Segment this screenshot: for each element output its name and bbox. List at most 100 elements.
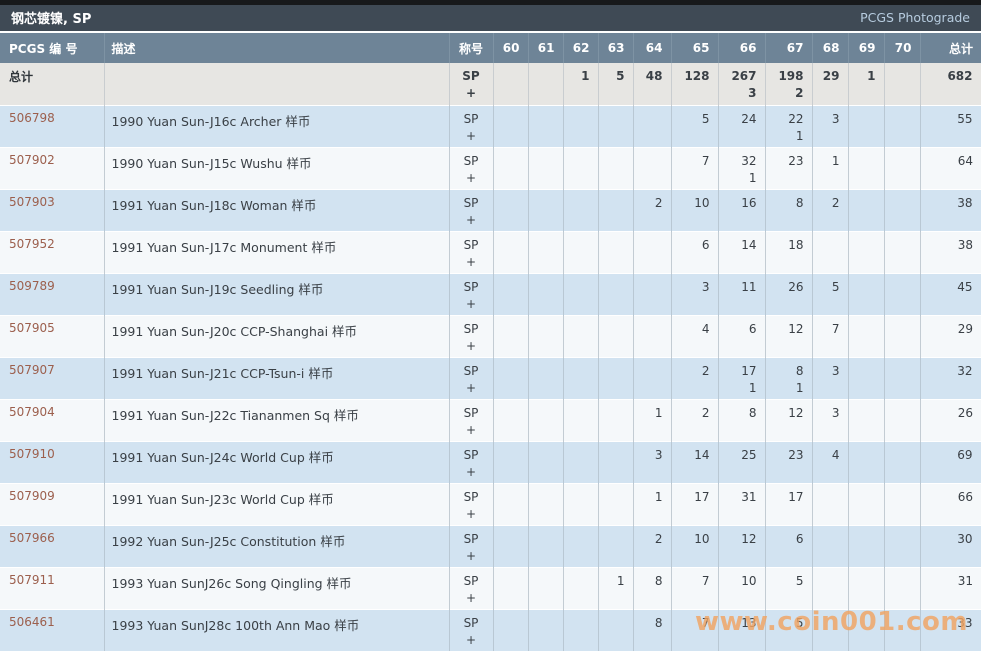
grade-cell-67: 22 1 bbox=[765, 104, 813, 147]
grade-cell-70 bbox=[884, 314, 921, 357]
grade-cell-61 bbox=[528, 146, 564, 189]
grade-cell-66: 14 bbox=[718, 230, 766, 273]
grade-cell-70 bbox=[884, 482, 921, 525]
grade-cell-62 bbox=[563, 524, 599, 567]
coin-description-cell: 1991 Yuan Sun-J19c Seedling 样币 bbox=[104, 272, 450, 315]
pcgs-photograde-link[interactable]: PCGS Photograde bbox=[860, 9, 970, 25]
grade-cell-68: 5 bbox=[812, 272, 849, 315]
grade-cell-61 bbox=[528, 188, 564, 231]
designation-cell: SP + bbox=[449, 524, 494, 567]
grade-cell-63 bbox=[598, 272, 634, 315]
row-total-cell: 64 bbox=[920, 146, 981, 189]
grade-cell-62: 1 bbox=[563, 63, 599, 105]
pcgs-number-cell: 507907 bbox=[0, 356, 105, 399]
grade-cell-69 bbox=[848, 146, 885, 189]
grade-cell-67: 6 bbox=[765, 524, 813, 567]
table-row: 507911 1993 Yuan SunJ26c Song Qingling 样币… bbox=[0, 566, 981, 609]
pcgs-number-link[interactable]: 507952 bbox=[9, 236, 55, 251]
grade-cell-61 bbox=[528, 314, 564, 357]
grade-cell-65: 14 bbox=[671, 440, 719, 483]
grade-cell-70 bbox=[884, 188, 921, 231]
col-header-grade-67: 67 bbox=[765, 33, 813, 63]
col-header-grade-60: 60 bbox=[493, 33, 529, 63]
row-total-cell: 45 bbox=[920, 272, 981, 315]
pcgs-number-link[interactable]: 506798 bbox=[9, 110, 55, 125]
totals-label-cell: 总计 bbox=[0, 63, 105, 105]
row-total-cell: 26 bbox=[920, 398, 981, 441]
grade-cell-62 bbox=[563, 440, 599, 483]
grade-cell-68 bbox=[812, 482, 849, 525]
page-title: 钢芯镀镍, SP bbox=[11, 11, 92, 27]
grade-cell-68: 3 bbox=[812, 398, 849, 441]
grade-cell-69 bbox=[848, 566, 885, 609]
grade-cell-70 bbox=[884, 104, 921, 147]
grade-cell-69: 1 bbox=[848, 63, 885, 105]
pcgs-number-link[interactable]: 509789 bbox=[9, 278, 55, 293]
grade-cell-64 bbox=[633, 230, 672, 273]
table-header-row: PCGS 编 号 描述 称号 60 61 62 63 64 65 66 67 6… bbox=[0, 33, 981, 63]
designation-cell: SP + bbox=[449, 314, 494, 357]
pcgs-number-cell: 507903 bbox=[0, 188, 105, 231]
col-header-grade-66: 66 bbox=[718, 33, 766, 63]
grade-cell-60 bbox=[493, 398, 529, 441]
grade-cell-69 bbox=[848, 356, 885, 399]
grade-cell-68: 7 bbox=[812, 314, 849, 357]
coin-description-cell: 1991 Yuan Sun-J21c CCP-Tsun-i 样币 bbox=[104, 356, 450, 399]
row-total-cell: 38 bbox=[920, 188, 981, 231]
grade-cell-66: 24 bbox=[718, 104, 766, 147]
pcgs-number-link[interactable]: 507911 bbox=[9, 572, 55, 587]
row-total-cell: 30 bbox=[920, 524, 981, 567]
grade-cell-68: 3 bbox=[812, 356, 849, 399]
designation-cell: SP + bbox=[449, 398, 494, 441]
col-header-grade-65: 65 bbox=[671, 33, 719, 63]
table-row: 507902 1990 Yuan Sun-J15c Wushu 样币 SP + 7 32 1… bbox=[0, 146, 981, 189]
pcgs-number-link[interactable]: 507902 bbox=[9, 152, 55, 167]
grade-cell-63 bbox=[598, 356, 634, 399]
grade-cell-68: 2 bbox=[812, 188, 849, 231]
grade-cell-70 bbox=[884, 608, 921, 651]
grade-cell-66: 13 bbox=[718, 608, 766, 651]
grade-cell-61 bbox=[528, 398, 564, 441]
designation-cell: SP + bbox=[449, 188, 494, 231]
table-row: 507903 1991 Yuan Sun-J18c Woman 样币 SP +2 10 1… bbox=[0, 188, 981, 231]
pcgs-number-link[interactable]: 507910 bbox=[9, 446, 55, 461]
pcgs-number-link[interactable]: 507905 bbox=[9, 320, 55, 335]
grade-cell-70 bbox=[884, 272, 921, 315]
grade-cell-64 bbox=[633, 272, 672, 315]
grade-cell-65: 4 bbox=[671, 314, 719, 357]
grade-cell-65: 7 bbox=[671, 566, 719, 609]
grade-cell-64: 1 bbox=[633, 398, 672, 441]
row-total-cell: 29 bbox=[920, 314, 981, 357]
col-header-grade-61: 61 bbox=[528, 33, 564, 63]
pcgs-number-link[interactable]: 507907 bbox=[9, 362, 55, 377]
grade-cell-67: 23 bbox=[765, 146, 813, 189]
grade-cell-65: 17 bbox=[671, 482, 719, 525]
grade-cell-66: 10 bbox=[718, 566, 766, 609]
pcgs-number-link[interactable]: 506461 bbox=[9, 614, 55, 629]
grade-cell-64: 2 bbox=[633, 524, 672, 567]
coin-description-cell: 1992 Yuan Sun-J25c Constitution 样币 bbox=[104, 524, 450, 567]
grade-cell-62 bbox=[563, 230, 599, 273]
grade-cell-64 bbox=[633, 314, 672, 357]
col-header-designation: 称号 bbox=[449, 33, 494, 63]
grade-cell-61 bbox=[528, 272, 564, 315]
pcgs-number-link[interactable]: 507966 bbox=[9, 530, 55, 545]
grade-cell-66: 6 bbox=[718, 314, 766, 357]
grade-cell-63 bbox=[598, 104, 634, 147]
grade-cell-61 bbox=[528, 482, 564, 525]
pcgs-number-link[interactable]: 507904 bbox=[9, 404, 55, 419]
coin-description-cell: 1991 Yuan Sun-J18c Woman 样币 bbox=[104, 188, 450, 231]
grade-cell-62 bbox=[563, 146, 599, 189]
grade-cell-62 bbox=[563, 356, 599, 399]
pcgs-number-link[interactable]: 507909 bbox=[9, 488, 55, 503]
grade-cell-68: 1 bbox=[812, 146, 849, 189]
designation-cell: SP + bbox=[449, 440, 494, 483]
grade-cell-61 bbox=[528, 230, 564, 273]
pcgs-number-link[interactable]: 507903 bbox=[9, 194, 55, 209]
col-header-grade-62: 62 bbox=[563, 33, 599, 63]
coin-description-cell: 1991 Yuan Sun-J17c Monument 样币 bbox=[104, 230, 450, 273]
pcgs-number-cell: 507966 bbox=[0, 524, 105, 567]
table-row: 507966 1992 Yuan Sun-J25c Constitution 样币… bbox=[0, 524, 981, 567]
coin-description-cell: 1993 Yuan SunJ28c 100th Ann Mao 样币 bbox=[104, 608, 450, 651]
grade-cell-64: 3 bbox=[633, 440, 672, 483]
